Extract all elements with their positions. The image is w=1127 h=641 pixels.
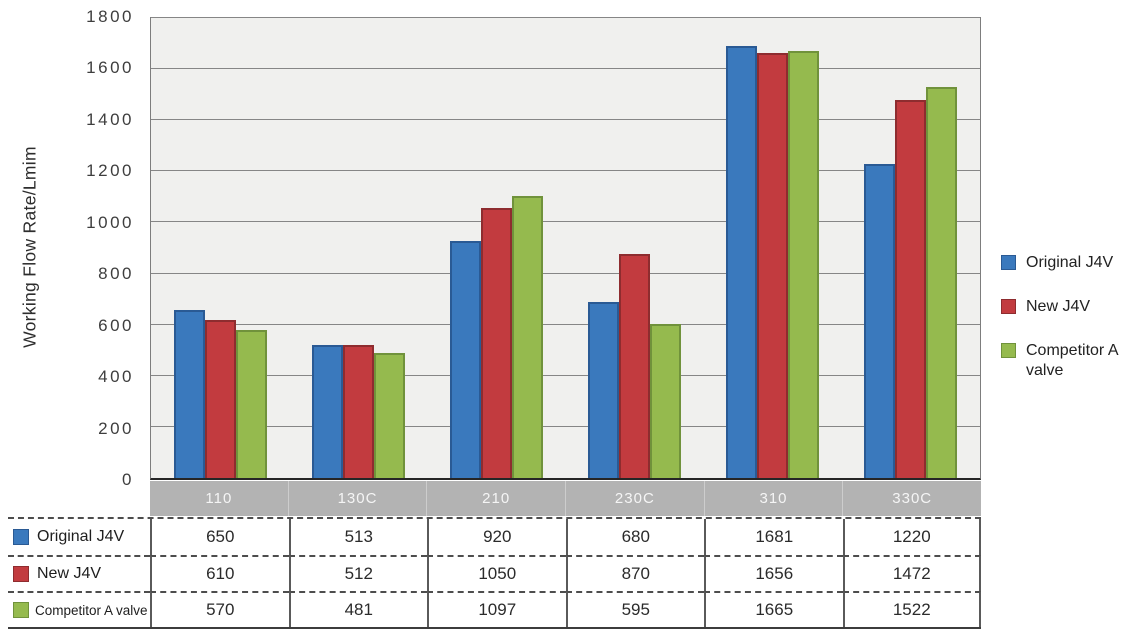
table-value-new-j4v-210: 1050 — [427, 555, 566, 591]
table-row-label-competitor-a-valve: Competitor A valve — [8, 591, 150, 627]
legend-item-new-j4v: New J4V — [1001, 297, 1123, 317]
bar-original-j4v-230c — [588, 302, 620, 478]
plot-area — [150, 17, 981, 480]
y-axis-tick: 0 — [122, 470, 134, 489]
gridline — [151, 68, 980, 70]
data-table: Original J4V 650 513 920 680 1681 1220 New J4V 6… — [8, 517, 981, 629]
table-row-swatch-icon — [13, 602, 29, 618]
y-axis-tick: 1000 — [86, 212, 134, 232]
legend: Original J4V New J4V Competitor A valve — [1001, 253, 1123, 405]
gridline — [151, 221, 980, 223]
bar-group-130c — [289, 18, 427, 478]
legend-item-competitor-a-valve: Competitor A valve — [1001, 341, 1123, 381]
y-axis-ticks: 1800 1600 1400 1200 1000 800 600 400 200 0 — [0, 7, 134, 489]
table-value-original-j4v-330c: 1220 — [842, 519, 981, 555]
table-value-original-j4v-210: 920 — [427, 519, 566, 555]
bar-new-j4v-110 — [204, 320, 236, 478]
bar-new-j4v-310 — [757, 52, 789, 478]
bar-group-110 — [151, 18, 289, 478]
table-row-swatch-icon — [13, 566, 29, 582]
bar-new-j4v-210 — [480, 207, 512, 478]
bar-groups — [151, 18, 980, 478]
gridline — [151, 374, 980, 376]
bar-competitor-a-valve-110 — [235, 330, 267, 478]
category-label-210: 210 — [426, 481, 565, 516]
bar-group-310 — [704, 18, 842, 478]
table-value-new-j4v-110: 610 — [150, 555, 289, 591]
y-axis-tick: 1800 — [86, 7, 134, 26]
bar-group-330c — [842, 18, 980, 478]
gridline — [151, 170, 980, 172]
table-value-competitor-a-valve-230c: 595 — [565, 591, 704, 627]
table-value-new-j4v-230c: 870 — [565, 555, 704, 591]
legend-item-original-j4v: Original J4V — [1001, 253, 1123, 273]
y-axis-tick: 400 — [98, 367, 134, 387]
table-value-new-j4v-130c: 512 — [288, 555, 427, 591]
bar-competitor-a-valve-330c — [926, 87, 958, 478]
legend-label: New J4V — [1026, 298, 1091, 315]
legend-label: Competitor A valve — [1026, 342, 1118, 379]
table-value-original-j4v-230c: 680 — [565, 519, 705, 555]
table-value-competitor-a-valve-210: 1097 — [427, 591, 566, 627]
legend-swatch-icon — [1001, 343, 1016, 358]
category-label-230c: 230C — [565, 481, 704, 516]
bar-competitor-a-valve-230c — [650, 323, 682, 478]
bar-new-j4v-330c — [895, 99, 927, 478]
bar-original-j4v-110 — [173, 309, 205, 478]
bar-original-j4v-310 — [726, 46, 758, 478]
bar-original-j4v-330c — [864, 164, 896, 478]
x-axis-category-strip: 110 130C 210 230C 310 330C — [150, 481, 981, 516]
legend-label: Original J4V — [1026, 254, 1114, 271]
legend-swatch-icon — [1001, 255, 1016, 270]
category-label-110: 110 — [205, 490, 233, 507]
y-axis-tick: 600 — [98, 315, 134, 335]
table-value-original-j4v-110: 650 — [150, 519, 289, 555]
bar-group-230c — [566, 18, 704, 478]
category-label-310: 310 — [703, 481, 843, 516]
table-row-swatch-icon — [13, 529, 29, 545]
y-axis-tick: 1200 — [86, 161, 134, 181]
plot-inner — [151, 17, 980, 478]
table-value-original-j4v-310: 1681 — [704, 519, 843, 555]
gridline — [151, 272, 980, 274]
bar-original-j4v-130c — [311, 344, 343, 478]
y-axis-tick: 200 — [98, 418, 134, 438]
y-axis-tick: 1600 — [86, 58, 134, 78]
bar-original-j4v-210 — [449, 240, 481, 478]
table-value-new-j4v-330c: 1472 — [842, 555, 981, 591]
bar-new-j4v-130c — [342, 345, 374, 478]
table-row-label-text: New J4V — [37, 565, 102, 582]
bar-competitor-a-valve-130c — [373, 353, 405, 478]
gridline — [151, 425, 980, 427]
table-value-competitor-a-valve-310: 1665 — [704, 591, 843, 627]
gridline — [151, 323, 980, 325]
bar-competitor-a-valve-210 — [511, 195, 543, 478]
legend-swatch-icon — [1001, 299, 1016, 314]
bar-competitor-a-valve-310 — [788, 50, 820, 478]
table-value-competitor-a-valve-330c: 1522 — [842, 591, 981, 627]
table-row-label-text: Competitor A valve — [35, 602, 148, 618]
category-label-130c: 130C — [287, 481, 427, 516]
y-axis-tick: 1400 — [86, 109, 134, 129]
category-label-330c: 330C — [842, 481, 981, 516]
bar-group-210 — [427, 18, 565, 478]
table-value-competitor-a-valve-130c: 481 — [288, 591, 427, 627]
gridline — [151, 119, 980, 121]
gridline — [151, 17, 980, 18]
bar-new-j4v-230c — [619, 253, 651, 478]
table-row-label-new-j4v: New J4V — [8, 555, 150, 591]
table-value-new-j4v-310: 1656 — [704, 555, 843, 591]
table-row-label-original-j4v: Original J4V — [8, 519, 150, 555]
table-value-competitor-a-valve-110: 570 — [150, 591, 289, 627]
y-axis-tick: 800 — [98, 264, 134, 284]
table-value-original-j4v-130c: 513 — [288, 519, 428, 555]
table-row-label-text: Original J4V — [37, 528, 125, 545]
